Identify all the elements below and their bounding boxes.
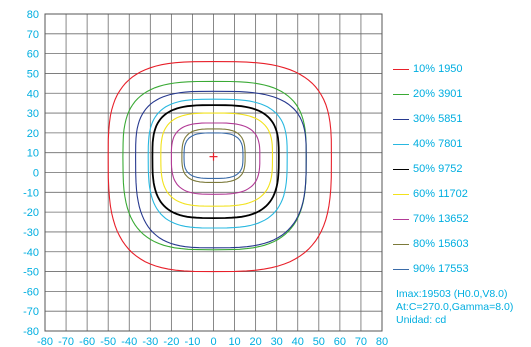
x-tick-label: 50 [313,336,325,347]
legend-item: 10% 1950 [393,62,463,76]
x-tick-label: -70 [58,336,74,347]
legend-swatch [393,243,409,245]
unit-text: Unidad: cd [396,314,447,326]
legend-swatch [393,68,409,70]
y-tick-label: 80 [27,9,39,21]
legend-swatch [393,118,409,120]
legend-swatch [393,193,409,195]
x-tick-label: 80 [376,336,388,347]
legend-swatch [393,93,409,95]
x-tick-label: -40 [121,336,137,347]
legend-swatch [393,143,409,145]
isolux-curve [122,80,307,251]
y-tick-label: -20 [23,207,39,219]
legend-label: 60% 11702 [413,188,468,200]
legend-label: 10% 1950 [413,63,463,75]
isolux-curve [160,112,274,207]
x-tick-label: 40 [292,336,304,347]
isolux-curve [151,104,280,220]
y-tick-label: -70 [23,306,39,318]
x-tick-label: -20 [163,336,179,347]
isolux-curve [147,98,288,229]
plot-frame [44,13,383,332]
legend-swatch [393,268,409,270]
y-tick-label: -30 [23,227,39,239]
y-tick-label: 70 [27,29,39,41]
legend: 10% 1950 20% 3901 30% 5851 40% 7801 50% … [393,0,531,347]
isolux-curve [170,122,261,195]
legend-label: 50% 9752 [413,163,463,175]
legend-label: 20% 3901 [413,88,463,100]
y-tick-label: 0 [33,168,39,180]
legend-label: 30% 5851 [413,113,463,125]
isolux-curve [107,61,332,273]
y-tick-label: -50 [23,267,39,279]
legend-swatch [393,168,409,170]
x-tick-label: 20 [250,336,262,347]
legend-item: 90% 17553 [393,262,469,276]
legend-item: 50% 9752 [393,162,463,176]
legend-item: 40% 7801 [393,137,463,151]
legend-label: 90% 17553 [413,263,469,275]
legend-label: 40% 7801 [413,138,463,150]
y-tick-label: -80 [23,326,39,338]
legend-item: 70% 13652 [393,212,469,226]
y-tick-label: 40 [27,88,39,100]
x-tick-label: -50 [100,336,116,347]
legend-item: 80% 15603 [393,237,469,251]
x-tick-label: -10 [184,336,200,347]
legend-label: 80% 15603 [413,238,469,250]
legend-swatch [393,218,409,220]
info-block: Imax:19503 (H0.0,V8.0) At:C=270.0,Gamma=… [396,288,513,327]
isolux-curve [183,132,244,179]
y-tick-label: -40 [23,247,39,259]
x-tick-label: -80 [37,336,53,347]
x-tick-label: 30 [271,336,283,347]
x-tick-label: -60 [79,336,95,347]
y-tick-label: 60 [27,49,39,61]
isolux-curve [135,90,307,249]
y-tick-label: -60 [23,286,39,298]
isolux-curve [181,128,246,183]
y-tick-label: 20 [27,128,39,140]
x-tick-label: 70 [355,336,367,347]
legend-item: 20% 3901 [393,87,463,101]
imax-text: Imax:19503 (H0.0,V8.0) [396,288,508,300]
legend-item: 60% 11702 [393,187,468,201]
y-tick-label: 10 [27,148,39,160]
legend-item: 30% 5851 [393,112,463,126]
x-tick-label: 60 [334,336,346,347]
x-tick-label: -30 [142,336,158,347]
y-tick-label: -10 [23,187,39,199]
at-text: At:C=270.0,Gamma=8.0) [396,301,514,313]
x-tick-label: 0 [210,336,216,347]
legend-label: 70% 13652 [413,213,469,225]
y-tick-label: 30 [27,108,39,120]
x-tick-label: 10 [228,336,240,347]
y-tick-label: 50 [27,68,39,80]
